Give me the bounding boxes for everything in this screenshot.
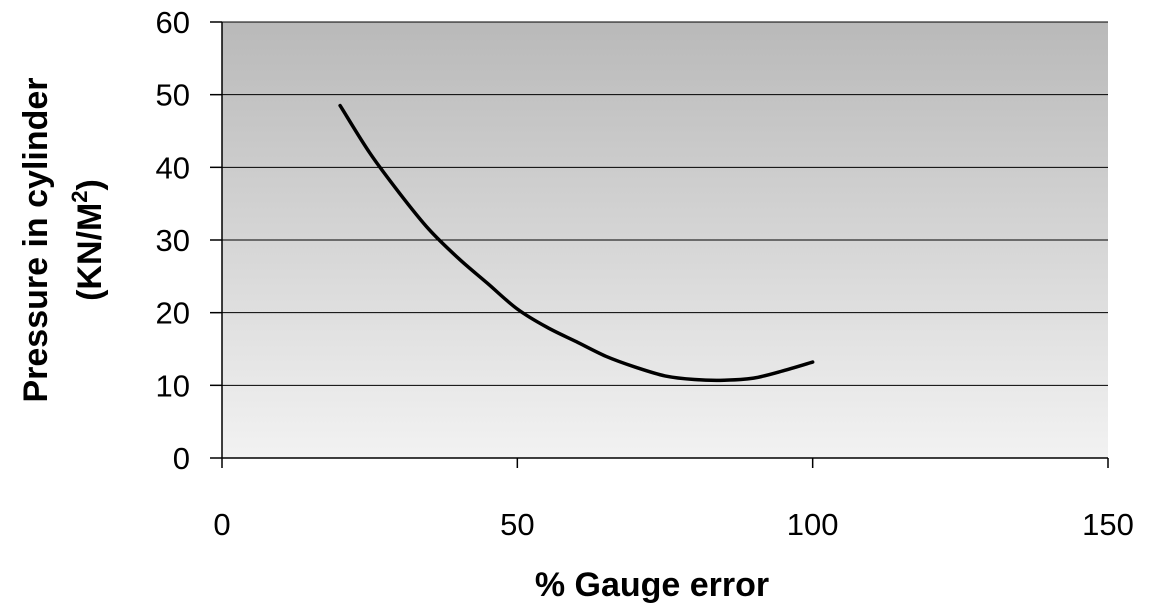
y-tick-labels: 0 10 20 30 40 50 60 [156,5,190,476]
y-tick-label: 40 [156,150,190,185]
x-tick-label: 50 [500,507,534,542]
y-axis-title-line1: Pressure in cylinder [17,77,55,402]
x-axis-title: % Gauge error [535,566,769,604]
y-tick-label: 50 [156,78,190,113]
y-axis-title-line2: (KN/M2) [67,179,109,301]
axes [210,21,1109,468]
series-group [338,103,815,383]
y-tick-label: 0 [173,441,190,476]
y-tick-label: 30 [156,223,190,258]
y-tick-label: 20 [156,296,190,331]
gridlines [222,21,1108,386]
x-tick-label: 150 [1082,507,1134,542]
y-axis-title: Pressure in cylinder (KN/M2) [17,77,109,402]
y-tick-label: 60 [156,5,190,40]
x-tick-label: 0 [213,507,230,542]
series-line-0 [338,103,815,383]
x-tick-label: 100 [787,507,839,542]
x-tick-labels: 0 50 100 150 [213,507,1133,542]
y-tick-label: 10 [156,368,190,403]
